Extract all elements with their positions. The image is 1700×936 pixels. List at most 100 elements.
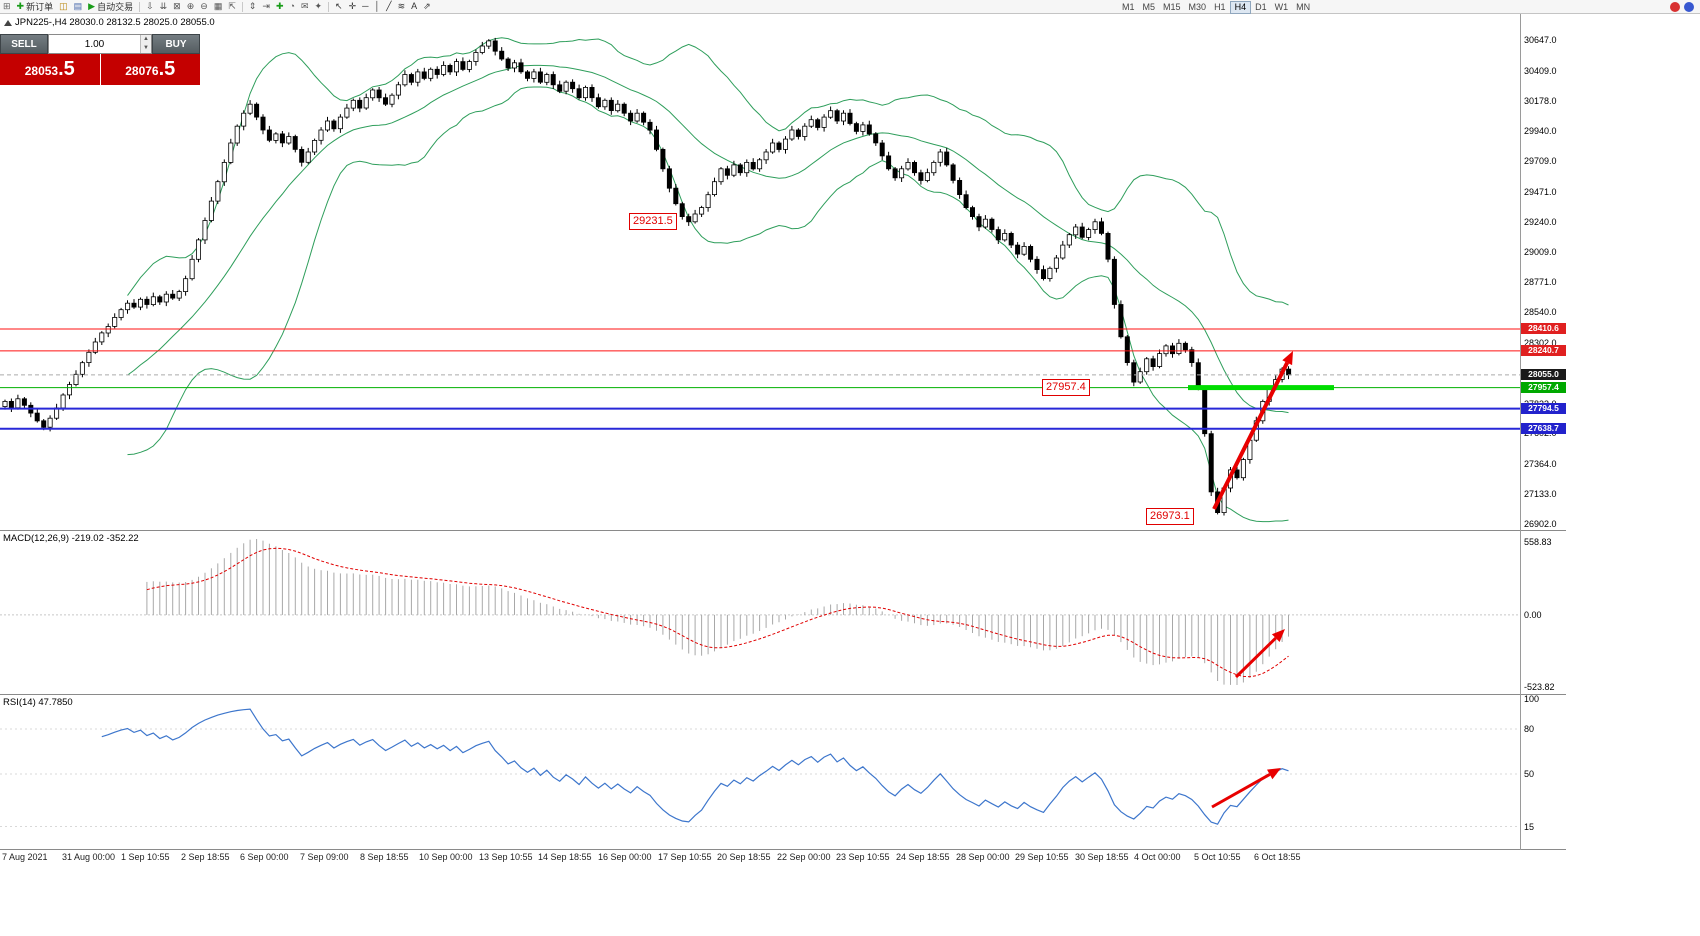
favorites-icon: ✦ — [314, 1, 323, 11]
rsi-axis-tick: 15 — [1524, 822, 1535, 832]
market-watch-button[interactable]: ▤ — [71, 0, 86, 13]
channel-tool-icon: ≋ — [397, 1, 406, 11]
red-app-icon[interactable] — [1670, 2, 1680, 12]
zoom-in-button[interactable]: ⊕ — [184, 0, 198, 13]
hline-tool-button[interactable]: ─ — [359, 0, 371, 13]
buy-button[interactable]: BUY — [152, 34, 200, 54]
new-chart-button[interactable]: ⊞ — [0, 0, 14, 13]
crosshair-tool-button[interactable]: ✛ — [346, 0, 360, 13]
grid-button[interactable]: ▦ — [211, 0, 226, 13]
y-axis-tick: 26902.0 — [1524, 519, 1557, 529]
price-callout: 27957.4 — [1042, 379, 1090, 396]
time-axis-label: 6 Sep 00:00 — [240, 852, 289, 862]
period-icon: ◔ — [289, 1, 295, 11]
time-axis-label: 30 Sep 18:55 — [1075, 852, 1129, 862]
timeframe-toolbar: M1 M5 M15 M30 H1 H4 D1 W1 MN — [1118, 0, 1314, 14]
zoom-out-icon: ⊖ — [200, 1, 208, 11]
time-axis-label: 13 Sep 10:55 — [479, 852, 533, 862]
y-axis-tick: 30178.0 — [1524, 96, 1557, 106]
text-tool-button[interactable]: A — [408, 0, 420, 13]
cursor-tool-button[interactable]: ↖ — [332, 0, 346, 13]
timeframe-m1-button[interactable]: M1 — [1122, 1, 1135, 12]
autotrade-button-button[interactable]: ▶ 自动交易 — [85, 0, 136, 13]
timeframe-d1-button[interactable]: D1 — [1255, 1, 1267, 12]
indicators-button[interactable]: ✚ — [273, 0, 287, 13]
panel-separator — [0, 849, 1566, 850]
time-axis-label: 31 Aug 00:00 — [62, 852, 116, 862]
time-axis-label: 10 Sep 00:00 — [419, 852, 473, 862]
chart-shift-button[interactable]: ⇥ — [259, 0, 273, 13]
panel-separator[interactable] — [0, 694, 1566, 695]
vline-tool-button[interactable]: │ — [372, 0, 384, 13]
chart-ohlc-readout: JPN225-,H4 28030.0 28132.5 28025.0 28055… — [4, 17, 215, 28]
timeframe-h4-button[interactable]: H4 — [1229, 0, 1252, 14]
timeframe-h1-button[interactable]: H1 — [1214, 1, 1226, 12]
close-chart-button[interactable]: ⊠ — [170, 0, 184, 13]
profiles-icon: ◫ — [59, 1, 68, 11]
autotrade-button: ▶ — [88, 1, 96, 11]
y-axis-tick: 30409.0 — [1524, 66, 1557, 76]
macd-label: MACD(12,26,9) -219.02 -352.22 — [3, 533, 139, 544]
arrow-tool-icon: ⇗ — [423, 1, 431, 11]
arrow-tool-button[interactable]: ⇗ — [420, 0, 434, 13]
main-chart-canvas[interactable] — [0, 14, 1520, 530]
trendline-tool-button[interactable]: ╱ — [383, 0, 394, 13]
toolbar: ⊞ ✚ 新订单 ◫ ▤ ▶ 自动交易 ⇩ ⇊ ⊠ ⊕ ⊖ ▦ ⇱ ⇕ ⇥ ✚ ◔ ✉ ✦ ↖ ✛ ─ │ ╱ ≋ A ⇗ M1 M5 M1… — [0, 0, 1700, 14]
timeframe-m30-button[interactable]: M30 — [1188, 1, 1207, 12]
macd-panel-canvas[interactable] — [0, 531, 1520, 693]
profiles-button[interactable]: ◫ — [56, 0, 71, 13]
tile-windows-button[interactable]: ⇱ — [225, 0, 239, 13]
time-axis-label: 5 Oct 10:55 — [1194, 852, 1241, 862]
zoom-out-button[interactable]: ⊖ — [197, 0, 211, 13]
rsi-axis-tick: 50 — [1524, 769, 1535, 779]
channel-tool-button[interactable]: ≋ — [395, 0, 409, 13]
market-watch-icon: ▤ — [73, 1, 83, 11]
time-axis-label: 29 Sep 10:55 — [1015, 852, 1069, 862]
cursor-tool-icon: ↖ — [335, 1, 343, 11]
time-axis-label: 24 Sep 18:55 — [896, 852, 950, 862]
close-chart-icon: ⊠ — [173, 1, 181, 11]
blue-app-icon[interactable] — [1684, 2, 1694, 12]
sell-price[interactable]: 28053.5 — [0, 54, 100, 85]
data-window-button[interactable]: ⇊ — [157, 0, 171, 13]
download-button[interactable]: ⇩ — [143, 0, 157, 13]
buy-price[interactable]: 28076.5 — [100, 54, 200, 85]
y-axis-tick: 29940.0 — [1524, 126, 1557, 136]
volume-input[interactable]: 1.00 — [84, 38, 105, 50]
time-axis-label: 8 Sep 18:55 — [360, 852, 409, 862]
volume-down-button[interactable]: ▼ — [141, 44, 151, 53]
time-axis-label: 7 Sep 09:00 — [300, 852, 349, 862]
buy-price-pips: .5 — [158, 58, 176, 80]
time-axis-label: 6 Oct 18:55 — [1254, 852, 1301, 862]
y-axis-tick: 30647.0 — [1524, 35, 1557, 45]
tile-windows-icon: ⇱ — [228, 1, 236, 11]
time-axis-label: 20 Sep 18:55 — [717, 852, 771, 862]
volume-up-button[interactable]: ▲ — [141, 35, 151, 44]
timeframe-w1-button[interactable]: W1 — [1274, 1, 1289, 12]
trendline-tool-icon: ╱ — [386, 1, 392, 11]
new-order-button-button[interactable]: ✚ 新订单 — [14, 0, 57, 13]
panel-separator[interactable] — [0, 530, 1566, 531]
zoom-in-icon: ⊕ — [186, 1, 195, 11]
time-axis-label: 1 Sep 10:55 — [121, 852, 170, 862]
volume-box: 1.00 ▲ ▼ — [48, 34, 152, 54]
rsi-panel-canvas[interactable] — [0, 695, 1520, 849]
grid-icon: ▦ — [213, 1, 223, 11]
sell-button[interactable]: SELL — [0, 34, 48, 54]
favorites-button[interactable]: ✦ — [312, 0, 326, 13]
price-badge: 28240.7 — [1521, 345, 1566, 356]
y-axis-tick: 28771.0 — [1524, 277, 1557, 287]
new-order-button-label: 新订单 — [26, 2, 54, 12]
period-button[interactable]: ◔ — [287, 0, 298, 13]
price-axis-border — [1520, 14, 1521, 850]
mail-button[interactable]: ✉ — [298, 0, 312, 13]
y-axis-tick: 29240.0 — [1524, 217, 1557, 227]
timeframe-m5-button[interactable]: M5 — [1142, 1, 1156, 12]
timeframe-mn-button[interactable]: MN — [1296, 1, 1311, 12]
mail-icon: ✉ — [300, 1, 309, 11]
chart-title-text: JPN225-,H4 28030.0 28132.5 28025.0 28055… — [15, 17, 215, 28]
y-axis-tick: 29471.0 — [1524, 187, 1557, 197]
timeframe-m15-button[interactable]: M15 — [1163, 1, 1181, 12]
autoscroll-button[interactable]: ⇕ — [246, 0, 260, 13]
